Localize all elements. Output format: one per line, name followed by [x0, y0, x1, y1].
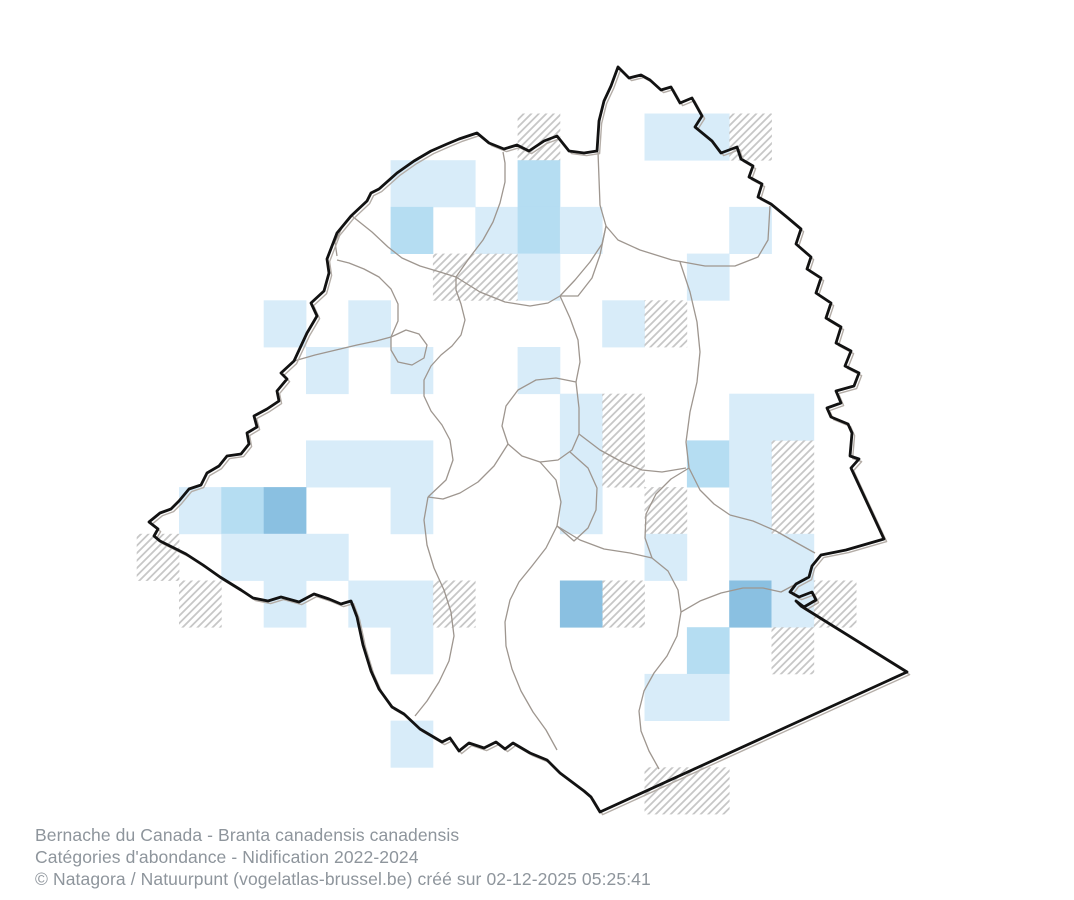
- grid-cell: [644, 673, 688, 721]
- municipality-border-line: [578, 433, 687, 473]
- grid-cell: [348, 440, 391, 488]
- grid-cell: [729, 206, 772, 254]
- municipality-border-line: [679, 261, 731, 516]
- grid-cell: [771, 393, 815, 441]
- grid-cell: [432, 580, 476, 628]
- grid-cell: [517, 206, 561, 254]
- grid-cell: [263, 533, 307, 581]
- map-caption: Bernache du Canada - Branta canadensis c…: [35, 824, 651, 890]
- municipality-border-line: [560, 225, 607, 297]
- municipality-border-line: [336, 259, 399, 338]
- grid-cell: [517, 160, 561, 208]
- grid-cell: [306, 440, 349, 488]
- grid-cell: [390, 720, 434, 768]
- abundance-cells: [136, 113, 857, 815]
- caption-species: Bernache du Canada - Branta canadensis c…: [35, 825, 460, 845]
- grid-cell: [602, 440, 645, 488]
- grid-cell: [136, 533, 180, 581]
- grid-cell: [306, 533, 349, 581]
- municipality-border-line: [455, 276, 561, 307]
- grid-cell: [686, 253, 730, 301]
- municipality-border-line: [605, 205, 771, 267]
- municipality-border-line: [504, 461, 562, 751]
- region-border-line: [147, 65, 909, 814]
- caption-category: Catégories d'abondance - Nidification 20…: [35, 847, 419, 867]
- grid-cell: [602, 300, 645, 348]
- grid-cell: [644, 113, 688, 161]
- grid-cell: [390, 206, 434, 254]
- municipality-border-line: [351, 215, 457, 278]
- grid-cell: [221, 487, 264, 535]
- municipality-border-line: [559, 295, 581, 383]
- grid-cell: [686, 627, 730, 675]
- grid-cell: [559, 580, 603, 628]
- grid-cell: [348, 580, 391, 628]
- grid-cell: [644, 300, 688, 348]
- grid-cell: [390, 580, 434, 628]
- municipality-border-line: [729, 514, 816, 554]
- municipality-border-line: [556, 525, 682, 770]
- grid-cell: [771, 487, 815, 535]
- grid-cell: [644, 487, 688, 535]
- region-border: [147, 65, 909, 814]
- grid-cell: [263, 487, 307, 535]
- grid-cell: [729, 533, 772, 581]
- grid-cell: [771, 533, 815, 581]
- grid-cell: [686, 767, 730, 815]
- grid-cell: [306, 347, 349, 395]
- municipality-border-line: [423, 277, 466, 498]
- grid-cell: [348, 300, 391, 348]
- municipality-border-line: [334, 215, 353, 257]
- municipality-border-line: [427, 443, 509, 500]
- grid-cell: [686, 440, 730, 488]
- grid-cell: [559, 393, 603, 441]
- grid-cell: [602, 580, 645, 628]
- grid-cell: [179, 487, 222, 535]
- grid-cell: [432, 160, 476, 208]
- municipality-border-line: [414, 496, 455, 717]
- municipality-border-line: [556, 451, 598, 542]
- grid-cell: [559, 206, 603, 254]
- grid-cell: [729, 440, 772, 488]
- municipality-border-line: [293, 336, 392, 362]
- grid-cell: [813, 580, 857, 628]
- municipality-border-line: [455, 151, 506, 278]
- grid-cell: [390, 627, 434, 675]
- grid-cell: [602, 393, 645, 441]
- grid-cell: [390, 440, 434, 488]
- grid-cell: [771, 440, 815, 488]
- grid-cell: [729, 113, 772, 161]
- caption-credit: © Natagora / Natuurpunt (vogelatlas-brus…: [35, 869, 651, 889]
- municipality-border-line: [390, 329, 428, 366]
- grid-cell: [686, 673, 730, 721]
- grid-cell: [517, 253, 561, 301]
- grid-cell: [559, 440, 603, 488]
- municipality-border-line: [501, 377, 580, 463]
- grid-cell: [432, 253, 476, 301]
- municipality-border-line: [680, 583, 797, 613]
- grid-cell: [179, 580, 222, 628]
- grid-cell: [390, 160, 434, 208]
- grid-cell: [475, 206, 518, 254]
- grid-cell: [475, 253, 518, 301]
- grid-cell: [390, 487, 434, 535]
- grid-cell: [729, 393, 772, 441]
- municipality-border-line: [644, 467, 690, 559]
- grid-cell: [771, 627, 815, 675]
- grid-cell: [390, 347, 434, 395]
- grid-cell: [221, 533, 264, 581]
- grid-cell: [263, 300, 307, 348]
